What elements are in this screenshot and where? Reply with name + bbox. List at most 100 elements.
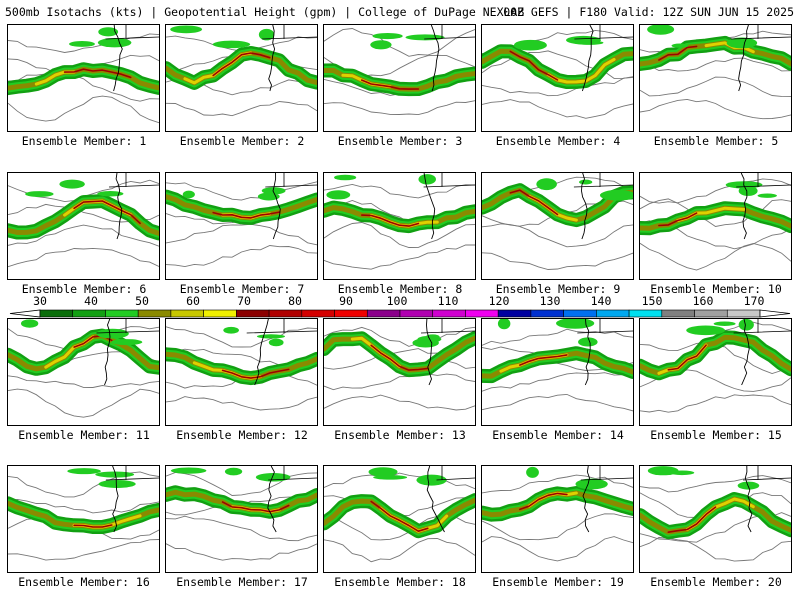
jet-stream-band <box>667 344 707 371</box>
isotach-area <box>713 321 736 326</box>
colorbar-swatch <box>137 309 172 318</box>
coastline <box>581 25 594 92</box>
isotach-map <box>166 173 317 268</box>
political-border <box>105 25 159 40</box>
colorbar-tick-label: 80 <box>288 294 302 308</box>
isotach-area <box>223 326 239 334</box>
ensemble-member-label: Ensemble Member: 18 <box>334 575 466 589</box>
isotach-area <box>738 319 754 331</box>
isotach-map <box>166 319 317 411</box>
ensemble-member-label: Ensemble Member: 7 <box>179 282 305 296</box>
isotach-map <box>640 25 791 120</box>
ensemble-map-panel <box>639 318 792 426</box>
coastline <box>104 319 111 386</box>
ensemble-map-panel <box>7 465 160 573</box>
political-border <box>436 466 475 481</box>
political-border <box>580 466 633 481</box>
isotach-area <box>738 185 758 196</box>
colorbar-swatch <box>530 309 564 318</box>
isotach-area <box>647 466 679 476</box>
isotach-area <box>497 319 511 330</box>
jet-stream-band <box>658 45 698 61</box>
isotach-area <box>257 192 280 201</box>
isotach-area <box>170 25 203 34</box>
height-contour <box>640 242 791 271</box>
ensemble-member-label: Ensemble Member: 3 <box>337 134 463 148</box>
jet-stream-band <box>63 68 132 79</box>
isotach-map <box>8 173 159 268</box>
height-contour <box>482 513 633 541</box>
height-contour <box>324 373 475 391</box>
isotach-area <box>370 40 392 50</box>
colorbar-swatch <box>268 309 303 318</box>
colorbar-tick-label: 120 <box>488 294 510 308</box>
height-contour <box>166 101 317 117</box>
jet-stream-band <box>509 50 559 81</box>
ensemble-map-panel <box>323 465 476 573</box>
isotach-area <box>97 191 124 197</box>
colorbar-swatch <box>236 309 270 318</box>
isotach-area <box>98 480 136 488</box>
ensemble-member-label: Ensemble Member: 6 <box>21 282 147 296</box>
height-contour <box>482 223 633 248</box>
height-contour <box>324 28 475 57</box>
coastline <box>113 25 123 92</box>
height-contour <box>166 471 317 496</box>
colorbar-swatch <box>563 309 597 318</box>
height-contour <box>8 95 159 124</box>
colorbar-swatch <box>399 309 434 318</box>
colorbar-swatch <box>497 309 532 318</box>
colorbar-tick-label: 110 <box>437 294 459 308</box>
isotach-area <box>256 334 286 339</box>
ensemble-member-label: Ensemble Member: 16 <box>18 575 150 589</box>
jet-stream-band <box>221 501 290 513</box>
ensemble-map-panel <box>165 465 318 573</box>
political-border <box>108 173 159 188</box>
colorbar-left-arrow <box>9 309 41 318</box>
colorbar-tick-label: 170 <box>743 294 765 308</box>
height-contour <box>324 326 475 347</box>
isotach-area <box>686 325 726 336</box>
colorbar-graphic <box>9 309 791 318</box>
colorbar-swatch <box>694 309 728 318</box>
coastline <box>584 319 591 386</box>
isotach-colorbar: 30 40 50 60 70 80 90 100 110 120 130 140 150 160 170 <box>0 294 800 320</box>
political-border <box>424 25 475 40</box>
jet-stream-band <box>667 506 717 533</box>
coastline <box>112 466 119 533</box>
height-contour <box>640 198 791 227</box>
isotach-area <box>599 189 633 201</box>
ensemble-map-panel <box>323 24 476 132</box>
isotach-area <box>416 474 447 486</box>
height-contour <box>8 375 159 388</box>
height-contour <box>8 498 159 514</box>
height-contour <box>324 394 475 411</box>
jet-stream-band <box>212 211 281 219</box>
jet-stream-band <box>361 214 420 227</box>
isotach-area <box>212 40 251 49</box>
colorbar-swatch <box>301 309 335 318</box>
colorbar-tick-label: 30 <box>33 294 47 308</box>
political-border <box>268 466 317 481</box>
isotach-area <box>261 187 286 195</box>
coastline <box>581 173 588 240</box>
ensemble-member-label: Ensemble Member: 8 <box>337 282 463 296</box>
height-contour <box>8 388 159 418</box>
colorbar-swatch <box>726 309 761 318</box>
colorbar-tick-label: 100 <box>386 294 408 308</box>
isotach-area <box>182 190 195 199</box>
isotach-area <box>526 466 539 478</box>
jet-stream-band <box>361 79 420 90</box>
coastline <box>115 173 123 240</box>
ensemble-member-label: Ensemble Member: 4 <box>495 134 621 148</box>
political-border <box>96 319 159 334</box>
ensemble-map-panel <box>639 465 792 573</box>
isotach-area <box>647 25 675 35</box>
isotach-area <box>372 33 403 40</box>
colorbar-swatch <box>366 309 401 318</box>
height-contour <box>166 515 317 542</box>
colorbar-tick-label: 140 <box>590 294 612 308</box>
height-contour <box>166 396 317 411</box>
isotach-area <box>111 339 143 346</box>
coastline <box>582 466 590 533</box>
